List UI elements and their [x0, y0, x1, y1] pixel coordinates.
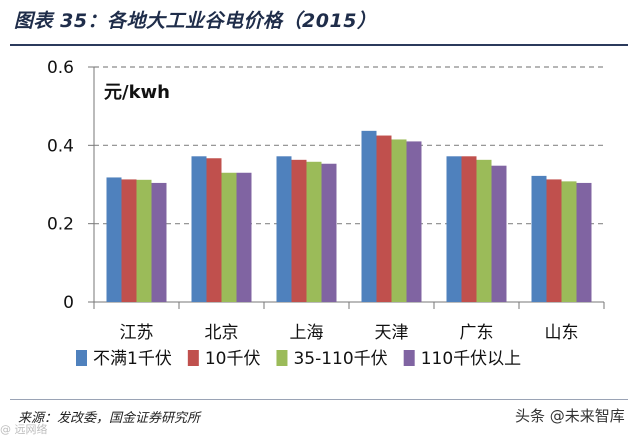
- footer-divider: [10, 399, 628, 400]
- legend-swatch: [403, 350, 415, 366]
- bar-1-2: [121, 179, 137, 302]
- bar-6-4: [576, 182, 592, 302]
- source-note: 来源：发改委，国金证券研究所: [18, 411, 201, 426]
- bar-3-3: [306, 161, 322, 302]
- bar-3-2: [291, 159, 307, 302]
- bar-5-2: [461, 156, 477, 302]
- y-axis-unit-label: 元/kwh: [104, 82, 170, 103]
- bar-2-1: [191, 156, 207, 302]
- bar-4-3: [391, 139, 407, 302]
- legend: 不满1千伏 10千伏 35-110千伏 110千伏以上: [76, 349, 521, 369]
- x-category-label: 广东: [460, 323, 494, 343]
- axes: [88, 66, 605, 309]
- legend-label: 110千伏以上: [421, 349, 521, 369]
- bar-1-1: [106, 177, 122, 302]
- x-category-label: 天津: [375, 323, 409, 343]
- gridlines: [94, 66, 604, 225]
- watermark: 头条 @未来智库: [515, 407, 625, 425]
- bar-2-3: [221, 172, 237, 302]
- bar-6-2: [546, 179, 562, 302]
- legend-label: 不满1千伏: [93, 349, 172, 369]
- bar-5-3: [476, 159, 492, 302]
- bar-chart: 0 0.2 0.4 0.6 江苏 北京 上海 天津 广东 山东 不满1千伏 10千伏 35-110千伏…: [47, 58, 605, 369]
- bars: [106, 130, 592, 302]
- bar-5-1: [446, 156, 462, 302]
- legend-label: 10千伏: [205, 349, 261, 369]
- bar-2-2: [206, 158, 222, 302]
- y-tick-label: 0.4: [47, 136, 74, 156]
- bar-4-4: [406, 141, 422, 302]
- bar-2-4: [236, 172, 252, 302]
- bar-4-2: [376, 135, 392, 302]
- bar-6-3: [561, 181, 577, 302]
- bar-6-1: [531, 175, 547, 302]
- bar-1-4: [151, 182, 167, 302]
- y-tick-label: 0.2: [47, 215, 74, 235]
- watermark-left: @ 远网络: [0, 423, 48, 436]
- bar-3-1: [276, 156, 292, 302]
- bar-1-3: [136, 179, 152, 302]
- legend-label: 35-110千伏: [293, 349, 387, 369]
- legend-swatch: [276, 350, 288, 366]
- legend-swatch: [187, 350, 199, 366]
- y-tick-label: 0: [63, 293, 74, 313]
- x-category-label: 江苏: [120, 323, 154, 343]
- legend-swatch: [76, 350, 87, 366]
- bar-4-1: [361, 130, 377, 302]
- bar-5-4: [491, 165, 507, 302]
- title-divider: [10, 44, 628, 46]
- x-category-label: 北京: [205, 323, 239, 343]
- figure-title: 图表 35：各地大工业谷电价格（2015）: [14, 10, 377, 32]
- bar-3-4: [321, 163, 337, 302]
- x-category-label: 上海: [290, 323, 324, 343]
- axis-labels: 0 0.2 0.4 0.6 江苏 北京 上海 天津 广东 山东: [47, 58, 579, 343]
- y-tick-label: 0.6: [47, 58, 74, 78]
- x-category-label: 山东: [545, 323, 579, 343]
